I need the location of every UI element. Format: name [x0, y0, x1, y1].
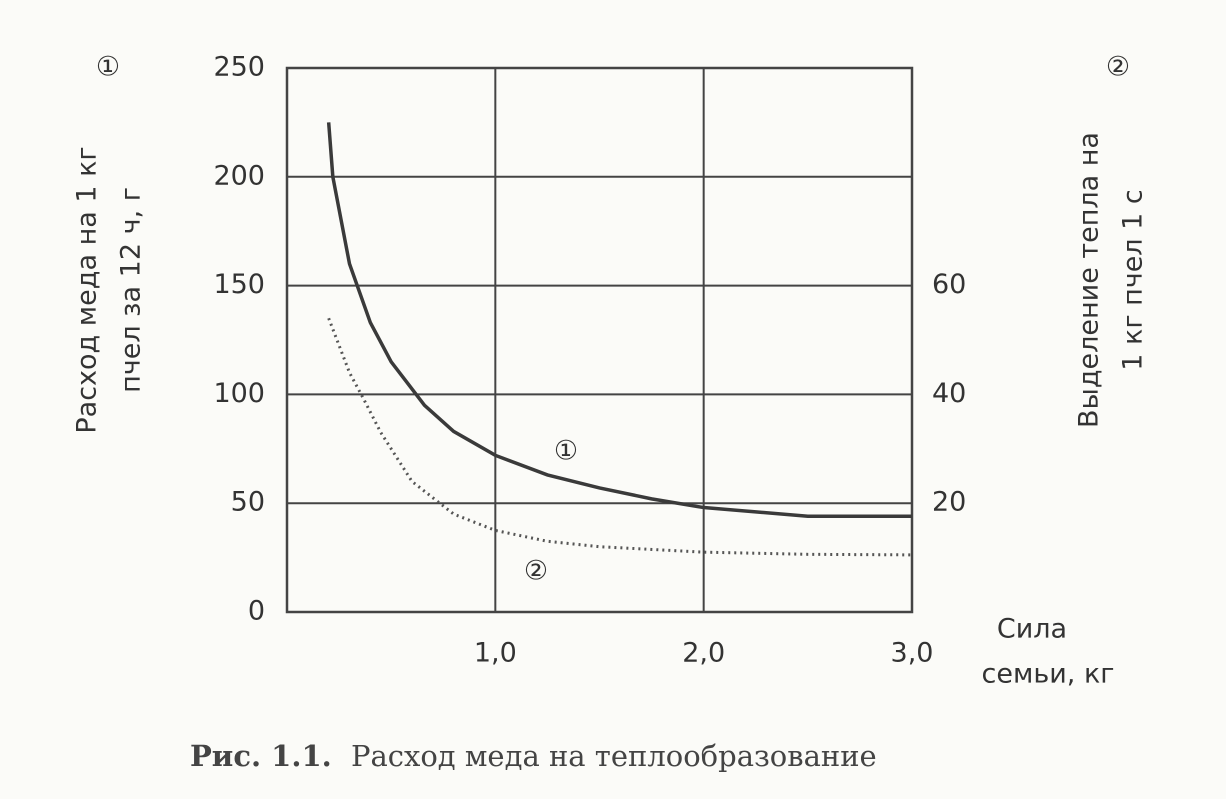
line-series [327, 317, 913, 557]
y-tick-label: 0 [248, 596, 265, 627]
caption-text: Расход меда на теплообразование [351, 739, 877, 773]
x-tick-label: 1,0 [474, 638, 517, 669]
y2-tick-label: 60 [932, 269, 966, 300]
y-tick-label: 100 [213, 378, 265, 409]
series-label: ① [554, 436, 578, 467]
caption-label: Рис. 1.1. [190, 739, 332, 773]
y2-tick-label: 40 [932, 378, 966, 409]
x-label-line: Сила [997, 614, 1067, 645]
x-tick-label: 2,0 [682, 638, 725, 669]
y-tick-label: 200 [213, 160, 265, 191]
line-series [326, 122, 912, 519]
y2-label: Выделение тепла на 1 кг пчел 1 с [1074, 132, 1149, 428]
x-label-line: семьи, кг [982, 659, 1115, 690]
y2-tick-label: 20 [932, 487, 966, 518]
y2-marker: ② [1106, 52, 1130, 83]
y-label: Расход меда на 1 кг пчел за 12 ч, г [72, 146, 147, 433]
y-label-line: пчел за 12 ч, г [116, 187, 147, 393]
y-label-line: Расход меда на 1 кг [72, 146, 103, 433]
y2-label-line: 1 кг пчел 1 с [1118, 189, 1149, 371]
y-tick-label: 150 [213, 269, 265, 300]
caption: Рис. 1.1. Расход меда на теплообразовани… [190, 739, 877, 773]
y-tick-label: 250 [213, 52, 265, 83]
y-marker: ① [96, 52, 120, 83]
series-label: ② [524, 556, 548, 587]
y2-label-line: Выделение тепла на [1074, 132, 1105, 428]
y-tick-label: 50 [231, 487, 265, 518]
x-tick-label: 3,0 [891, 638, 934, 669]
